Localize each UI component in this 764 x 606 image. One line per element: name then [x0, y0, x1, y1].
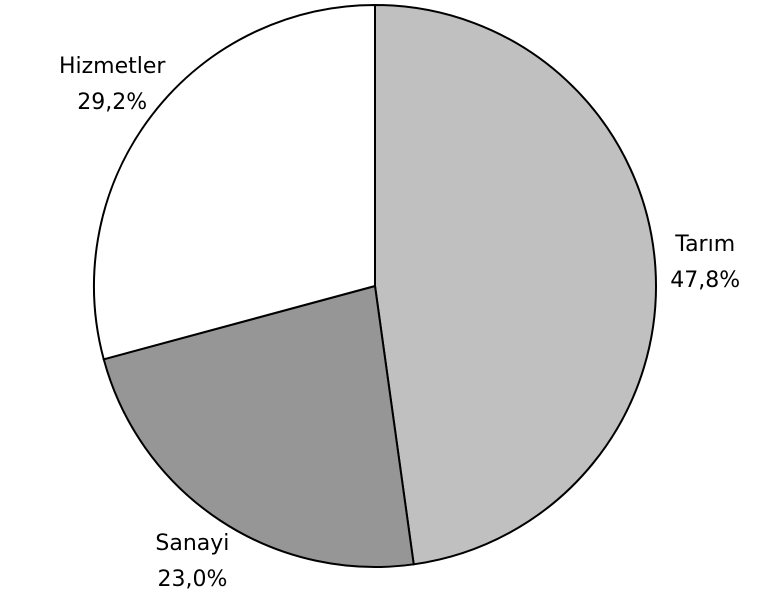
slice-value-label: 29,2%: [77, 90, 147, 115]
pie-slice: [102, 284, 415, 568]
slice-value-label: 47,8%: [670, 268, 740, 293]
slice-label: Sanayi: [155, 531, 229, 556]
pie-slice: [93, 3, 376, 361]
pie-slice: [374, 3, 657, 566]
slice-label: Tarım: [674, 232, 735, 257]
slice-value-label: 23,0%: [157, 567, 227, 592]
slice-label: Hizmetler: [59, 54, 166, 79]
